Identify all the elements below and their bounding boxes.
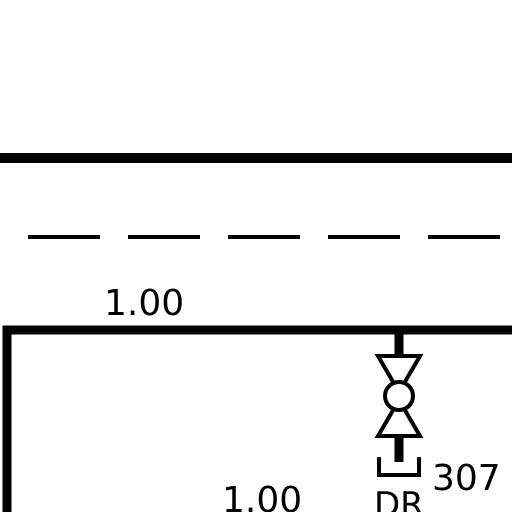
lower-pipe-line xyxy=(2,325,512,512)
tag-number-label: 307 xyxy=(432,458,501,499)
dimension-label-top: 1.00 xyxy=(104,283,184,324)
dimension-label-bottom: 1.00 xyxy=(222,480,302,512)
gate-valve-icon xyxy=(374,354,424,438)
drain-cup-icon xyxy=(377,457,421,477)
tag-code-label: DR xyxy=(374,485,424,512)
